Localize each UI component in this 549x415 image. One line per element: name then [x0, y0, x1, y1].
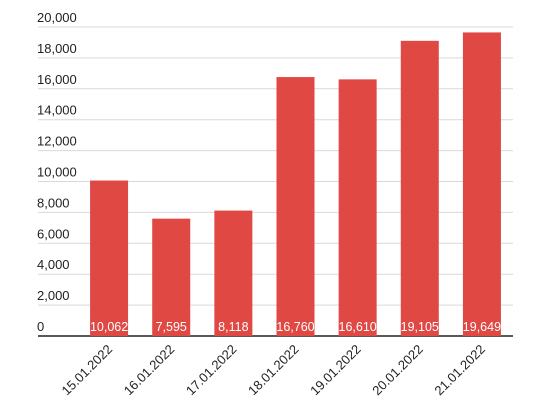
x-tick-label: 17.01.2022: [183, 342, 240, 399]
value-label: 8,118: [218, 320, 248, 334]
value-label: 10,062: [90, 320, 128, 334]
value-label: 19,649: [463, 320, 501, 334]
value-label: 7,595: [156, 320, 187, 334]
bar: [152, 218, 191, 336]
x-tick-label: 19.01.2022: [307, 342, 364, 399]
bar: [214, 210, 253, 336]
x-tick-label: 21.01.2022: [431, 342, 488, 399]
y-tick-label: 18,000: [37, 41, 77, 56]
x-tick-label: 16.01.2022: [121, 342, 178, 399]
y-tick-label: 10,000: [37, 165, 77, 180]
value-label: 16,760: [276, 320, 314, 334]
value-label: 19,105: [401, 320, 439, 334]
x-tick-label: 15.01.2022: [59, 342, 116, 399]
y-tick-label: 14,000: [37, 103, 77, 118]
y-tick-label: 12,000: [37, 134, 77, 149]
y-tick-label: 4,000: [37, 257, 70, 272]
bar: [400, 40, 439, 336]
value-label: 16,610: [339, 320, 377, 334]
y-tick-label: 2,000: [37, 288, 70, 303]
x-tick-label: 18.01.2022: [245, 342, 302, 399]
y-tick-label: 16,000: [37, 72, 77, 87]
bar: [338, 79, 377, 337]
y-tick-label: 6,000: [37, 226, 70, 241]
bar: [462, 32, 501, 337]
y-tick-label: 0: [37, 319, 44, 334]
x-tick-label: 20.01.2022: [369, 342, 426, 399]
bar: [276, 77, 315, 337]
y-tick-label: 20,000: [37, 10, 77, 25]
bar: [90, 180, 129, 336]
y-tick-label: 8,000: [37, 195, 70, 210]
